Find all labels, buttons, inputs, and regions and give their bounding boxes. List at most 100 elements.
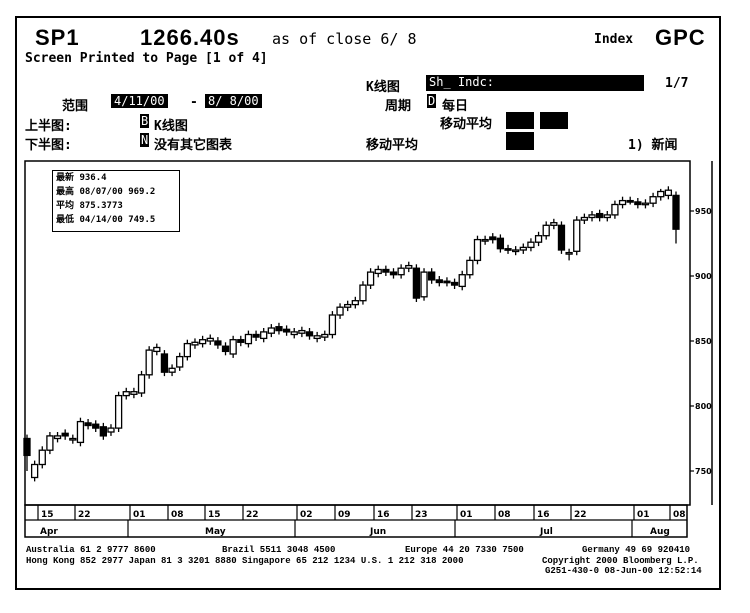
range-from-field[interactable]: 4/11/00 [111,94,168,108]
candle-up [366,271,375,286]
y-tick-label: 750 [695,467,712,476]
candle-down [428,271,436,281]
x-day-label: 15 [41,510,54,520]
candle-up [351,300,359,306]
news-link[interactable]: 1) 新闻 [628,138,678,153]
x-day-label: 08 [498,510,511,520]
candle-up [473,238,482,262]
candle-down [84,422,92,427]
y-tick-label: 900 [695,272,712,281]
upper-chart-value: K线图 [154,119,188,134]
stat-label: 平均 [56,201,75,211]
lower-ma-field[interactable] [506,132,534,150]
candle-up [176,355,184,368]
candle-up [198,339,207,345]
lower-chart-code[interactable]: N [140,133,150,147]
lower-chart-value: 没有其它图表 [154,138,233,153]
candle-up [145,349,153,376]
stat-last: 最新 936.4 [56,171,179,185]
x-day-label: 01 [460,510,473,520]
candle-down [382,268,390,273]
candle-up [183,342,191,358]
print-status: Screen Printed to Page [1 of 4] [25,51,268,66]
candle-down [496,237,505,250]
upper-chart-code[interactable]: B [140,114,150,128]
candle-up [565,251,573,255]
candle-up [38,449,46,466]
candle-up [260,331,268,340]
y-tick-label: 850 [695,337,712,346]
candle-up [611,203,619,216]
stat-label: 最新 [56,173,75,183]
candle-up [107,427,115,433]
candle-up [137,374,146,394]
candle-up [336,306,344,316]
period-label: 周期 [385,99,412,114]
index-label: Index [594,32,634,47]
copyright: Copyright 2000 Bloomberg L.P. [542,556,699,566]
footer-australia: Australia 61 2 9777 8600 [26,545,156,555]
candle-down [282,328,291,333]
upper-ma-field-2[interactable] [540,112,568,129]
candle-down [435,279,443,284]
candle-up [550,222,558,226]
page-frame [15,16,721,590]
x-day-label: 01 [637,510,650,520]
candle-up [420,271,428,298]
x-day-label: 22 [78,510,91,520]
candle-up [573,219,581,252]
range-label: 范围 [62,99,89,114]
footer-europe: Europe 44 20 7330 7500 [405,545,524,555]
stat-high: 最高 08/07/00 969.2 [56,185,179,199]
candle-up [458,274,466,288]
candle-down [305,331,314,337]
candle-down [626,199,634,203]
function-code: GPC [655,25,706,50]
candle-up [328,314,337,336]
candle-down [221,345,230,353]
security-field[interactable]: Sh_ Indc: [426,75,644,91]
candle-up [191,341,199,346]
candle-up [664,189,673,197]
candle-down [557,224,566,251]
candle-up [321,333,329,338]
candle-down [634,201,642,206]
candle-down [214,340,222,346]
candle-up [53,435,62,440]
stat-value: 936.4 [79,173,107,183]
upper-ma-field-1[interactable] [506,112,534,129]
candle-down [99,426,108,437]
candle-down [489,236,497,241]
candle-up [122,391,130,397]
candle-down [504,248,512,251]
x-day-label: 23 [415,510,428,520]
stat-label: 最低 [56,215,75,225]
candle-down [450,281,459,286]
y-tick-label: 950 [695,207,712,216]
candle-up [618,199,627,206]
footer-germany: Germany 49 69 920410 [582,545,691,555]
print-stamp: G251-430-0 08-Jun-00 12:52:14 [545,566,702,576]
candle-up [130,391,138,395]
stat-value: 04/14/00 749.5 [79,215,156,225]
x-day-label: 15 [208,510,221,520]
candle-up [229,339,237,355]
candle-down [252,333,260,338]
candle-up [267,327,275,334]
page-count: 1/7 [665,76,689,91]
stat-average: 平均 875.3773 [56,199,179,213]
period-code-field[interactable]: D [427,94,437,108]
range-to-field[interactable]: 8/ 8/00 [205,94,262,108]
upper-chart-label: 上半图: [25,119,72,134]
candle-up [30,463,39,479]
x-month-label: May [205,527,226,537]
candle-down [443,280,451,284]
stat-low: 最低 04/14/00 749.5 [56,213,179,227]
candle-up [313,335,321,340]
x-day-label: 02 [300,510,313,520]
as-of-close: as of close 6/ 8 [272,30,417,48]
candle-up [153,346,161,353]
candle-up [466,259,474,276]
